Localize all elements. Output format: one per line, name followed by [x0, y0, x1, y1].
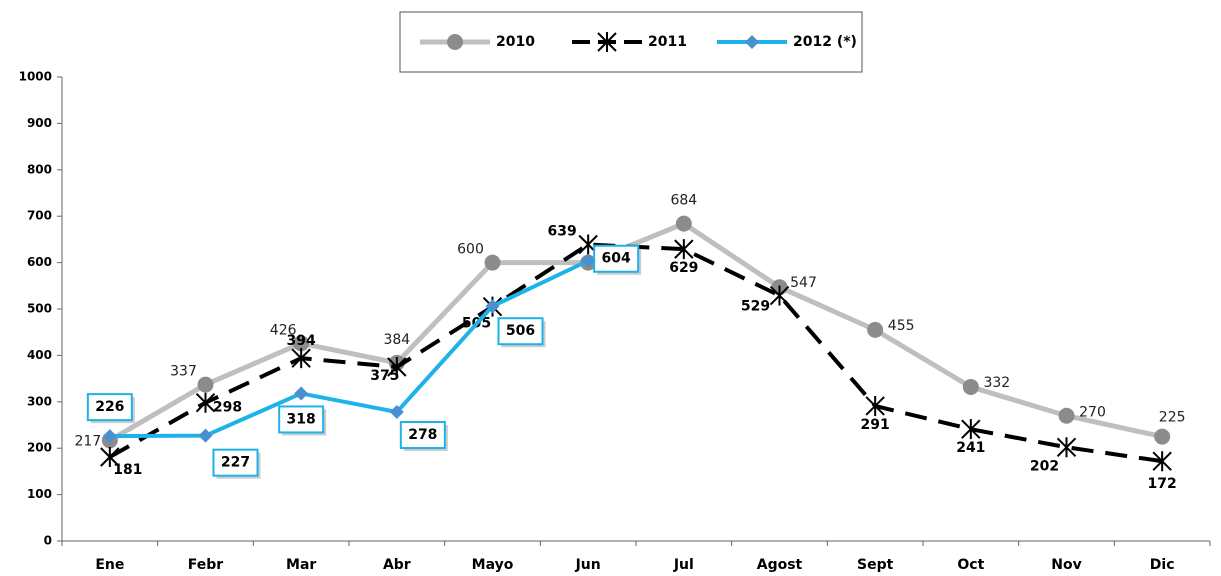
series-line	[108, 242, 1163, 464]
data-label: 639	[548, 224, 577, 240]
point	[867, 321, 884, 338]
data-label: 278	[408, 427, 437, 443]
y-tick-label: 900	[27, 116, 52, 130]
x-tick-label: Jul	[673, 557, 694, 573]
x-tick-label: Mayo	[472, 557, 514, 573]
data-label: 506	[506, 323, 535, 339]
legend-label: 2011	[648, 34, 687, 50]
label-box	[86, 393, 133, 422]
data-label: 225	[1159, 410, 1186, 426]
x-tick-label: Abr	[383, 557, 411, 573]
data-label: 332	[983, 375, 1010, 391]
point	[293, 335, 310, 352]
point	[1154, 428, 1171, 445]
series-line	[109, 258, 590, 439]
data-label: 455	[888, 318, 915, 334]
point	[198, 428, 213, 443]
point	[197, 376, 214, 393]
x-tick-label: Jun	[575, 557, 601, 573]
x-tick-label: Mar	[286, 557, 316, 573]
y-tick-label: 500	[27, 302, 52, 316]
point	[675, 215, 692, 232]
legend-marker	[745, 35, 759, 49]
data-label: 547	[790, 275, 817, 291]
point	[294, 386, 309, 401]
data-label: 217	[74, 433, 101, 449]
point	[485, 299, 500, 314]
point	[865, 395, 885, 416]
y-tick-label: 200	[27, 441, 52, 455]
data-label: 172	[1148, 476, 1177, 492]
legend-label: 2010	[496, 34, 535, 50]
data-label: 241	[956, 440, 985, 456]
y-tick-label: 400	[27, 348, 52, 362]
label-box	[593, 244, 640, 273]
point	[769, 285, 790, 306]
legend-label: 2012 (*)	[793, 34, 857, 50]
data-label: 291	[861, 417, 890, 433]
point	[100, 447, 120, 468]
point	[674, 239, 694, 260]
x-tick-label: Dic	[1150, 557, 1175, 573]
label-box	[497, 317, 544, 346]
y-tick-label: 600	[27, 255, 52, 269]
point	[961, 419, 981, 440]
x-tick-label: Nov	[1051, 557, 1081, 573]
series-line	[108, 221, 1163, 443]
data-label: 384	[383, 332, 410, 348]
y-tick-label: 800	[27, 162, 52, 176]
point	[581, 253, 596, 268]
x-tick-label: Sept	[857, 557, 894, 573]
data-label: 375	[370, 368, 399, 384]
data-label: 181	[113, 462, 142, 478]
point	[962, 378, 979, 395]
label-box	[399, 421, 446, 450]
point	[291, 348, 311, 369]
x-tick-label: Febr	[188, 557, 224, 573]
x-tick-label: Ene	[95, 557, 124, 573]
data-label: 298	[213, 400, 242, 416]
data-label: 529	[741, 299, 770, 315]
legend-marker	[597, 32, 617, 52]
data-label: 426	[270, 322, 297, 338]
y-tick-label: 300	[27, 394, 52, 408]
point	[484, 254, 501, 271]
label-box	[212, 448, 259, 477]
point	[1152, 451, 1172, 472]
data-label: 318	[287, 411, 316, 427]
point	[1058, 407, 1075, 424]
point	[389, 405, 404, 420]
y-tick-label: 0	[44, 534, 52, 548]
data-label: 600	[457, 242, 484, 258]
point	[195, 392, 216, 413]
y-tick-label: 100	[27, 487, 52, 501]
data-label: 394	[287, 333, 316, 349]
data-label: 337	[170, 364, 197, 380]
point	[387, 357, 407, 377]
data-label: 202	[1030, 458, 1059, 474]
data-label: 684	[670, 193, 697, 209]
x-tick-label: Oct	[957, 557, 984, 573]
y-tick-label: 700	[27, 209, 52, 223]
y-tick-label: 1000	[19, 70, 52, 84]
point	[1056, 437, 1077, 458]
data-label: 604	[602, 251, 631, 267]
point	[102, 429, 117, 444]
label-box	[278, 405, 325, 434]
legend-marker	[447, 34, 463, 50]
x-tick-label: Agost	[757, 557, 803, 573]
data-label: 227	[221, 455, 250, 471]
data-label: 270	[1079, 405, 1106, 421]
data-label: 629	[669, 260, 698, 276]
data-label: 226	[95, 399, 124, 415]
